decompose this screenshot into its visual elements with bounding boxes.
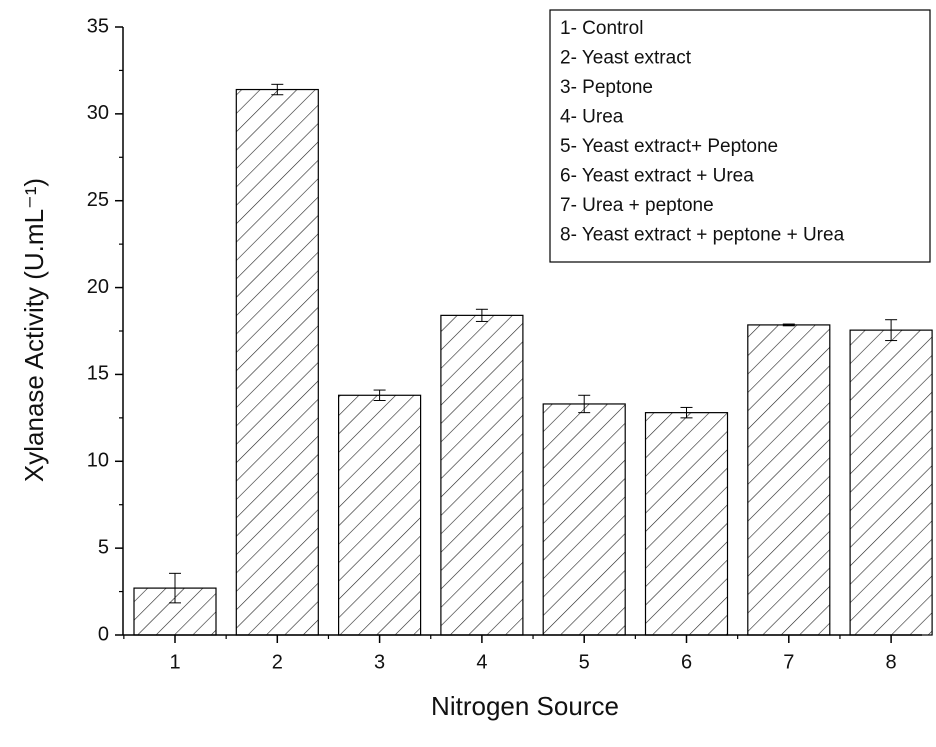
y-tick-label: 25 xyxy=(87,189,109,211)
bar xyxy=(644,412,729,636)
legend-text: 6- Yeast extract + Urea xyxy=(560,166,754,187)
legend-text: 7- Urea + peptone xyxy=(560,195,714,216)
x-tick-label: 6 xyxy=(681,651,692,673)
x-tick-label: 2 xyxy=(272,651,283,673)
x-axis-title: Nitrogen Source xyxy=(431,691,619,721)
legend-text: 2- Yeast extract xyxy=(560,48,692,69)
bar xyxy=(440,314,524,636)
legend-text: 8- Yeast extract + peptone + Urea xyxy=(560,225,845,246)
y-tick-label: 0 xyxy=(98,623,109,645)
x-tick-label: 5 xyxy=(579,651,590,673)
error-bar xyxy=(271,83,284,96)
legend-text: 3- Peptone xyxy=(560,77,653,98)
error-bar xyxy=(578,394,591,414)
y-tick-label: 20 xyxy=(87,276,109,298)
bar xyxy=(849,329,933,636)
error-bar xyxy=(885,319,898,342)
legend-text: 1- Control xyxy=(560,18,643,39)
error-bar xyxy=(782,323,795,327)
y-tick-label: 15 xyxy=(87,363,109,385)
bar xyxy=(542,403,626,636)
bar xyxy=(338,394,422,636)
error-bar xyxy=(680,406,693,419)
legend-box xyxy=(549,9,931,263)
legend-text: 4- Urea xyxy=(560,107,624,128)
x-tick-label: 4 xyxy=(476,651,487,673)
y-tick-label: 5 xyxy=(98,536,109,558)
y-tick-label: 10 xyxy=(87,450,109,472)
y-tick-label: 35 xyxy=(87,15,109,37)
x-tick-label: 1 xyxy=(169,651,180,673)
bar xyxy=(747,324,831,636)
x-tick-label: 7 xyxy=(783,651,794,673)
x-tick-label: 8 xyxy=(886,651,897,673)
legend-text: 5- Yeast extract+ Peptone xyxy=(560,136,778,157)
y-tick-label: 30 xyxy=(87,102,109,124)
error-bar xyxy=(169,572,181,604)
x-tick-label: 3 xyxy=(374,651,385,673)
bar xyxy=(235,88,319,636)
y-axis-title: Xylanase Activity (U.mL⁻¹) xyxy=(19,178,49,482)
error-bar xyxy=(373,389,386,401)
error-bar xyxy=(475,308,488,322)
